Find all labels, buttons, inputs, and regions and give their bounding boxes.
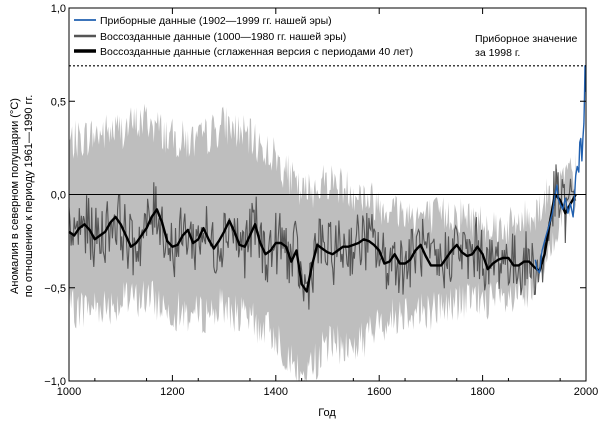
annotation: Приборное значение за 1998 г. — [475, 33, 578, 59]
x-tick-label: 1400 — [264, 386, 288, 398]
x-tick-label: 1000 — [57, 386, 81, 398]
instrumental-line — [534, 65, 587, 274]
legend-label-instrumental: Приборные данные (1902—1999 гг. нашей эр… — [100, 15, 332, 27]
axes-layer: 1000 1200 1400 1600 1800 2000 −1,0 −0,5 0,0 0,5 1,… — [44, 3, 598, 398]
y-tick-label: 0,5 — [51, 96, 66, 108]
x-tick-label: 1800 — [470, 386, 494, 398]
legend: Приборные данные (1902—1999 гг. нашей эр… — [74, 15, 413, 58]
annotation-line-1: Приборное значение — [475, 33, 578, 45]
x-tick-label: 1600 — [367, 386, 391, 398]
x-tick-label: 1200 — [160, 386, 184, 398]
y-axis-title-line-2: по отношению к периоду 1961—1990 гг. — [23, 95, 35, 298]
y-tick-label: 1,0 — [51, 3, 66, 15]
legend-label-reconstruction: Воссозданные данные (1000—1980 гг. нашей… — [100, 31, 346, 43]
x-tick-label: 2000 — [574, 386, 598, 398]
reference-lines-layer — [69, 65, 586, 195]
y-tick-label: −0,5 — [44, 283, 66, 295]
smoothed-layer — [68, 193, 577, 293]
x-axis-title: Год — [318, 407, 336, 419]
smoothed-line — [68, 193, 577, 293]
y-axis-title-line-1: Аномалия в северном полушарии (°C) — [9, 98, 21, 294]
y-tick-label: 0,0 — [51, 190, 66, 202]
reconstruction-layer — [68, 164, 577, 310]
reconstruction-line — [68, 164, 577, 310]
y-tick-label: −1,0 — [44, 376, 66, 388]
instrumental-layer — [534, 65, 587, 274]
annotation-line-2: за 1998 г. — [475, 47, 520, 59]
legend-label-smoothed: Воссозданные данные (сглаженная версия с… — [100, 46, 413, 58]
